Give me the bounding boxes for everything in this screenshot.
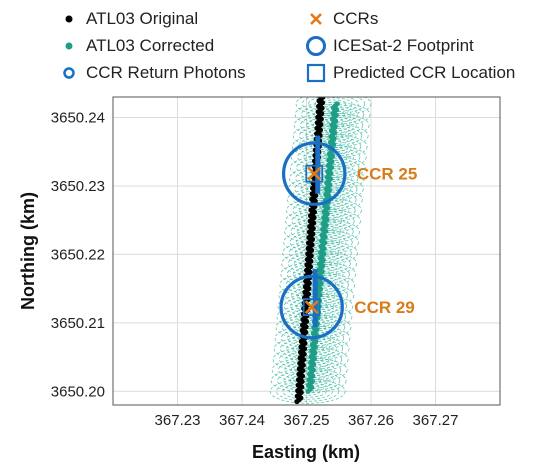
legend-item-ccrs: CCRs	[305, 8, 378, 30]
ccr-label: CCR 25	[357, 165, 417, 184]
y-axis-title: Northing (km)	[18, 192, 38, 310]
predicted-ccr-location	[305, 164, 324, 183]
legend-item-predicted-ccr-location: Predicted CCR Location	[305, 62, 515, 84]
footprint-hatch-ring	[288, 242, 352, 264]
blue-ring-icon	[58, 62, 80, 84]
footprint-hatch-ring	[299, 125, 363, 147]
orange-x-icon	[305, 8, 327, 30]
footprints	[279, 135, 347, 340]
footprint-hatch-ring	[289, 231, 353, 253]
blue-large-circle-icon	[305, 35, 327, 57]
ccr-return-photons	[315, 135, 321, 194]
footprint-hatch-ring	[294, 178, 358, 200]
footprint-hatch-ring	[278, 348, 343, 370]
y-ticks: 3650.20 3650.21 3650.22 3650.23 3650.24	[51, 110, 105, 401]
footprint-hatch-ring	[290, 221, 354, 242]
footprint-hatch-ring	[283, 295, 347, 317]
plot-frame	[112, 96, 501, 406]
legend-label: CCRs	[333, 9, 379, 28]
x-tick-label: 367.25	[284, 412, 330, 429]
x-tick-label: 367.27	[413, 412, 459, 429]
corrected-photon-point	[334, 101, 340, 107]
original-photon-point	[319, 91, 324, 96]
footprint-hatch-ring	[285, 274, 349, 296]
x-tick-label: 367.26	[348, 412, 394, 429]
footprint-hatch-ring	[287, 253, 351, 274]
legend-item-atl03-original: ATL03 Original	[58, 8, 198, 30]
y-tick-label: 3650.23	[51, 178, 105, 195]
footprint-hatch-ring	[292, 199, 356, 221]
legend-item-atl03-corrected: ATL03 Corrected	[58, 35, 214, 57]
footprint-hatch-ring	[300, 114, 364, 136]
legend-item-icesat2-footprint: ICESat-2 Footprint	[305, 35, 474, 57]
legend-label: Predicted CCR Location	[333, 63, 516, 82]
x-ticks: 367.23 367.24 367.25 367.26 367.27	[155, 412, 459, 429]
legend-label: CCR Return Photons	[86, 63, 246, 82]
x-axis-title: Easting (km)	[252, 442, 360, 462]
ccr-labels: CCR 25 CCR 29	[354, 165, 417, 317]
y-tick-label: 3650.24	[51, 110, 105, 127]
footprint-hatch-ring	[296, 157, 360, 179]
footprint-hatch-ring	[281, 317, 346, 338]
teal-dot-icon	[58, 35, 80, 57]
footprint-hatch-ring	[279, 338, 344, 360]
legend-item-ccr-return-photons: CCR Return Photons	[58, 62, 246, 84]
x-tick-label: 367.23	[155, 412, 201, 429]
legend-label: ATL03 Original	[86, 9, 199, 28]
footprint-hatch-ring	[278, 359, 342, 381]
ccr-return-photons	[312, 269, 318, 328]
grid	[113, 97, 500, 405]
footprint-hatch-ring	[269, 378, 346, 404]
footprint-hatch-ring	[280, 327, 345, 349]
icesat2-footprint	[279, 274, 344, 340]
icesat2-footprint	[282, 141, 347, 206]
footprint-hatch-ring	[282, 306, 347, 328]
blue-square-icon	[305, 62, 327, 84]
black-dot-icon	[58, 8, 80, 30]
footprint-hatch-ring	[297, 146, 361, 168]
footprint-hatch-ring	[276, 380, 340, 402]
footprint-hatch-ring	[300, 104, 365, 125]
x-tick-label: 367.24	[219, 412, 265, 429]
footprint-hatch-ring	[301, 97, 366, 115]
footprint-hatch-ring	[298, 136, 362, 157]
footprint-hatch-ring	[293, 189, 357, 211]
y-tick-label: 3650.20	[51, 383, 105, 400]
original-photon-point	[320, 97, 326, 100]
y-tick-label: 3650.22	[51, 246, 105, 263]
footprint-hatch-ring	[291, 210, 355, 232]
legend: ATL03 Original ATL03 Corrected CCR Retur…	[0, 0, 550, 92]
legend-label: ICESat-2 Footprint	[333, 36, 474, 55]
footprint-hatch-ring	[286, 263, 350, 285]
footprint-hatch-ring	[284, 285, 348, 306]
footprint-hatch-ring	[277, 370, 341, 392]
ccr-marker	[307, 166, 322, 181]
y-tick-label: 3650.21	[51, 315, 105, 332]
ccr-label: CCR 29	[354, 298, 414, 317]
legend-label: ATL03 Corrected	[86, 36, 215, 55]
predicted-ccr-location	[302, 298, 321, 317]
footprint-hatch-ring	[295, 167, 359, 189]
ccr-marker	[304, 300, 319, 315]
